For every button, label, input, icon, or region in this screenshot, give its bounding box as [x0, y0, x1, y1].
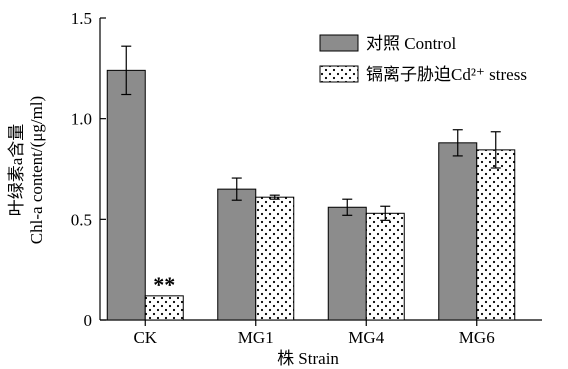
bar-cd-stress-mg1 [255, 196, 295, 321]
bar-cd-stress-mg4 [365, 212, 405, 321]
legend-label-control: 对照 Control [366, 34, 456, 53]
bar-cd-stress-mg6 [476, 149, 516, 321]
legend-label-cd-stress: 镉离子胁迫Cd²⁺ stress [366, 65, 527, 84]
x-tick-label: MG4 [348, 328, 384, 347]
x-tick-label: MG1 [238, 328, 274, 347]
x-axis-title: 株 Strain [277, 349, 339, 368]
legend: 对照 Control 镉离子胁迫Cd²⁺ stress [319, 34, 527, 84]
y-tick-label: 0 [84, 311, 93, 330]
bar-control-mg4 [327, 206, 367, 321]
y-tick-label: 1.5 [71, 9, 92, 28]
legend-swatch-cd-stress [319, 65, 359, 83]
legend-swatch-control [319, 34, 359, 52]
y-tick-label: 0.5 [71, 210, 92, 229]
significance-annotation: ** [153, 272, 175, 297]
x-tick-label: MG6 [459, 328, 495, 347]
bar-control-ck [106, 69, 146, 321]
plot-area: 0 0.5 1.0 1.5 CK MG1 MG4 MG6 ** [71, 9, 542, 347]
y-tick-label: 1.0 [71, 110, 92, 129]
bar-control-mg1 [217, 188, 257, 321]
y-axis-title-line1: 叶绿素a含量 [7, 124, 26, 217]
y-axis-title-line2: Chl-a content/(μg/ml) [27, 96, 46, 244]
bar-control-mg6 [438, 142, 478, 321]
bar-cd-stress-ck [144, 295, 184, 321]
x-tick-label: CK [133, 328, 157, 347]
